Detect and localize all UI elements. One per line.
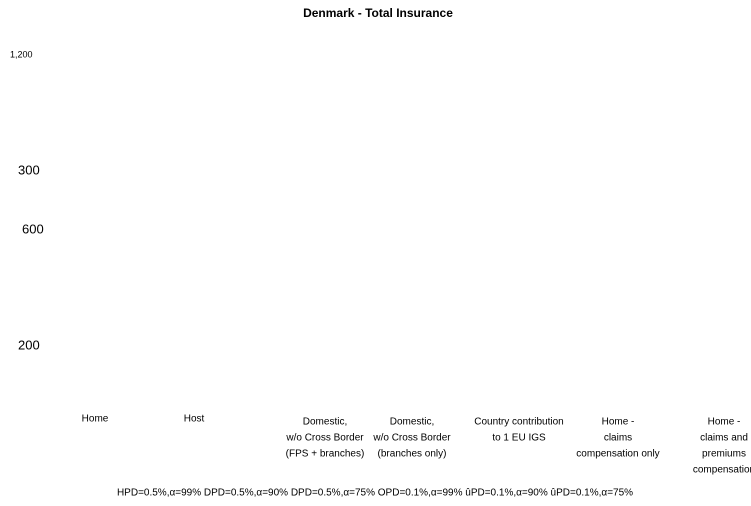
footer-legend: HPD=0.5%,α=99% DPD=0.5%,α=90% DPD=0.5%,α… [117,488,633,499]
axis-label: 1,200 [10,49,33,59]
category-label: Host [184,414,205,425]
category-label: Home - [708,417,741,428]
category-label: (FPS + branches) [286,449,365,460]
axis-label: 200 [18,337,40,352]
category-label: Domestic, [303,417,347,428]
category-label: w/o Cross Border [372,433,451,444]
axis-label: 300 [18,162,40,177]
category-label: premiums [702,449,746,460]
category-label: to 1 EU IGS [492,433,546,444]
category-label: Domestic, [390,417,434,428]
category-label: claims and [700,433,748,444]
category-label: Country contribution [474,417,564,428]
category-label: Home - [602,417,635,428]
category-label: compensation only [576,449,659,460]
axis-label: 600 [22,221,44,236]
category-label: (branches only) [378,449,447,460]
chart-title: Denmark - Total Insurance [303,6,453,20]
category-label: Home [82,414,109,425]
category-label: claims [604,433,632,444]
category-label: compensation [693,465,751,476]
category-label: w/o Cross Border [285,433,364,444]
